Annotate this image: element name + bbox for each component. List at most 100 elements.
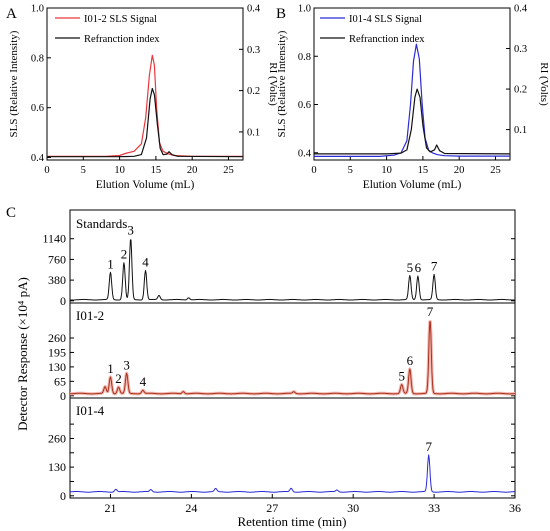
refraction-index-line: [47, 87, 244, 158]
x-axis-label-b: Elution Volume (mL): [363, 179, 462, 191]
y2-ticks-a: 0.1 0.2 0.3 0.4: [239, 4, 261, 138]
series-a: [47, 54, 244, 158]
peak-label: 7: [425, 439, 432, 454]
chromatogram-shadow-i01-2: [68, 320, 517, 396]
y2-tick-label: 0.4: [514, 4, 528, 15]
x-tick-label: 5: [348, 165, 353, 176]
y2-tick-label: 0.2: [247, 86, 260, 97]
y2-ticks-b: 0.1 0.2 0.3 0.4: [506, 4, 528, 136]
x-tick-label: 25: [490, 165, 501, 176]
y-tick-label: 1140: [42, 232, 66, 246]
x-tick-label: 10: [114, 165, 125, 176]
x-tick-label: 10: [381, 165, 392, 176]
peak-label: 2: [121, 247, 128, 262]
peak-label: 5: [407, 260, 414, 275]
peak-label: 2: [115, 371, 122, 386]
legend-b: I01-4 SLS Signal Refranction index: [320, 14, 425, 45]
chromatogram-i01-2: [70, 321, 515, 395]
y2-tick-label: 0.1: [247, 127, 260, 138]
y-tick-label: 0.6: [298, 100, 311, 111]
x-tick-label: 15: [418, 165, 429, 176]
y-axis-label-c: Detector Response (×10⁴ pA): [15, 277, 30, 431]
peak-label: 3: [123, 358, 130, 373]
y-tick-label: 1.0: [31, 4, 44, 15]
sls-signal-line: [314, 43, 510, 157]
x-tick-label: 24: [185, 501, 197, 515]
peak-label: 1: [107, 256, 114, 271]
y-tick-label: 760: [48, 252, 66, 266]
refraction-index-line: [314, 88, 511, 155]
panel-label-b: B: [276, 6, 286, 22]
legend-a: I01-2 SLS Signal Refranction index: [55, 14, 160, 45]
y-tick-label: 130: [48, 460, 66, 474]
y-ticks-a: 0.4 0.6 0.8 1.0: [31, 4, 51, 164]
legend-label-sls-a: I01-2 SLS Signal: [84, 14, 157, 25]
y-tick-label: 0.4: [31, 153, 45, 164]
y2-axis-label-a: RI (Volts): [267, 62, 279, 106]
y-tick-label: 65: [54, 374, 66, 388]
peak-label: 5: [398, 369, 405, 384]
x-tick-label: 25: [223, 165, 234, 176]
plot-frame-a: [46, 7, 244, 161]
subplot-label-standards: Standards: [76, 216, 127, 231]
subplot-label-i01-2: I01-2: [76, 308, 104, 323]
peak-label: 6: [415, 260, 422, 275]
x-axis-label-c: Retention time (min): [237, 514, 346, 529]
y2-tick-label: 0.3: [514, 44, 527, 55]
plot-frame-c: [69, 209, 516, 499]
series-b: [314, 43, 511, 157]
y-tick-label: 0: [60, 294, 66, 308]
peak-label: 4: [140, 374, 147, 389]
chromatogram-standards: [70, 239, 515, 301]
legend-label-ri-a: Refranction index: [84, 34, 160, 45]
x-ticks-c: 21 24 27 30 33 36: [104, 494, 521, 515]
peak-label: 3: [127, 223, 134, 238]
peak-label: 7: [427, 304, 434, 319]
y-tick-label: 130: [48, 360, 66, 374]
x-ticks-b: 0 5 10 15 20 25: [311, 156, 501, 176]
y-tick-label: 260: [48, 331, 66, 345]
y2-tick-label: 0.4: [247, 4, 261, 15]
y-axis-label-a: SLS (Relative Intensity): [8, 30, 20, 137]
y2-tick-label: 0.3: [247, 45, 260, 56]
x-tick-label: 20: [454, 165, 465, 176]
y2-axis-label-b: RI (Volts): [538, 62, 550, 106]
x-tick-label: 21: [104, 501, 116, 515]
y-tick-label: 0: [60, 389, 66, 403]
x-tick-label: 30: [347, 501, 359, 515]
peak-label: 7: [431, 259, 438, 274]
y-tick-label: 0.8: [298, 52, 311, 63]
y2-tick-label: 0.1: [514, 125, 527, 136]
y-tick-label: 0.8: [31, 53, 44, 64]
x-tick-label: 36: [509, 501, 521, 515]
x-tick-label: 27: [266, 501, 278, 515]
chart-panel-c: Retention time (min) Detector Response (…: [15, 209, 521, 529]
peak-label: 1: [107, 361, 114, 376]
x-tick-label: 33: [428, 501, 440, 515]
y-tick-label: 380: [48, 273, 66, 287]
sls-signal-line: [47, 54, 243, 157]
y-tick-label: 195: [48, 345, 66, 359]
chromatogram-i01-4: [69, 454, 515, 493]
x-ticks-a: 0 5 10 15 20 25: [44, 156, 234, 176]
panel-label-a: A: [6, 6, 17, 22]
chart-panel-b: Elution Volume (mL) SLS (Relative Intens…: [276, 4, 550, 192]
peak-label: 6: [407, 353, 414, 368]
plot-frame-b: [313, 7, 511, 161]
y-tick-label: 0: [60, 489, 66, 503]
y-tick-label: 1.0: [298, 4, 311, 15]
x-tick-label: 0: [311, 165, 316, 176]
x-tick-label: 20: [187, 165, 198, 176]
x-tick-label: 0: [44, 165, 49, 176]
legend-label-ri-b: Refranction index: [349, 34, 425, 45]
panel-label-c: C: [6, 205, 16, 221]
y-axis-label-b: SLS (Relative Intensity): [276, 30, 288, 137]
legend-label-sls-b: I01-4 SLS Signal: [349, 14, 422, 25]
y-tick-label: 0.6: [31, 103, 44, 114]
x-tick-label: 5: [81, 165, 86, 176]
x-axis-label-a: Elution Volume (mL): [96, 179, 195, 191]
subplot-label-i01-4: I01-4: [76, 403, 105, 418]
y-ticks-b: 0.4 0.6 0.8 1.0: [298, 4, 318, 159]
